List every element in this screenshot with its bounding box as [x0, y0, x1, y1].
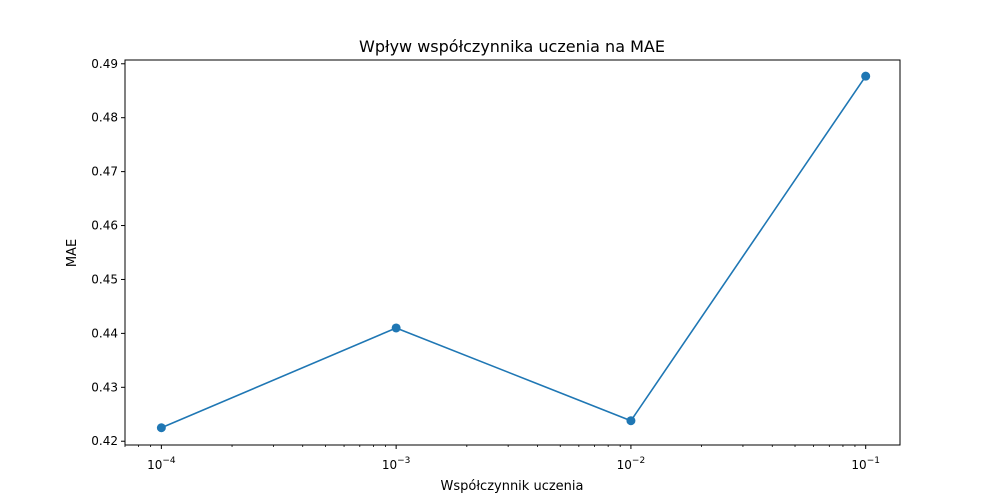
x-tick-label: 10−1 — [851, 456, 880, 472]
y-tick-label: 0.44 — [91, 326, 118, 340]
plot-frame — [124, 59, 901, 446]
data-point — [391, 323, 401, 333]
data-point — [626, 416, 636, 426]
y-tick-label: 0.47 — [91, 165, 118, 179]
y-tick-label: 0.49 — [91, 57, 118, 71]
x-tick-label: 10−3 — [382, 456, 411, 472]
y-tick-label: 0.48 — [91, 111, 118, 125]
data-point — [156, 423, 166, 433]
data-point — [861, 71, 871, 81]
x-tick-label: 10−2 — [617, 456, 646, 472]
series-line — [161, 75, 867, 429]
series-layer — [156, 71, 871, 433]
y-tick-label: 0.43 — [91, 380, 118, 394]
y-axis-label: MAE — [65, 239, 80, 267]
y-tick-label: 0.46 — [91, 219, 118, 233]
y-tick-label: 0.45 — [91, 272, 118, 286]
axis-ticks: 0.42 0.43 0.44 0.45 0.46 0.47 0.48 0.49 10−4 10−3… — [91, 57, 880, 472]
x-tick-label: 10−4 — [147, 456, 176, 472]
y-tick-label: 0.42 — [91, 434, 118, 448]
x-axis-label: Współczynnik uczenia — [441, 479, 584, 494]
chart-title: Wpływ współczynnika uczenia na MAE — [359, 37, 665, 56]
